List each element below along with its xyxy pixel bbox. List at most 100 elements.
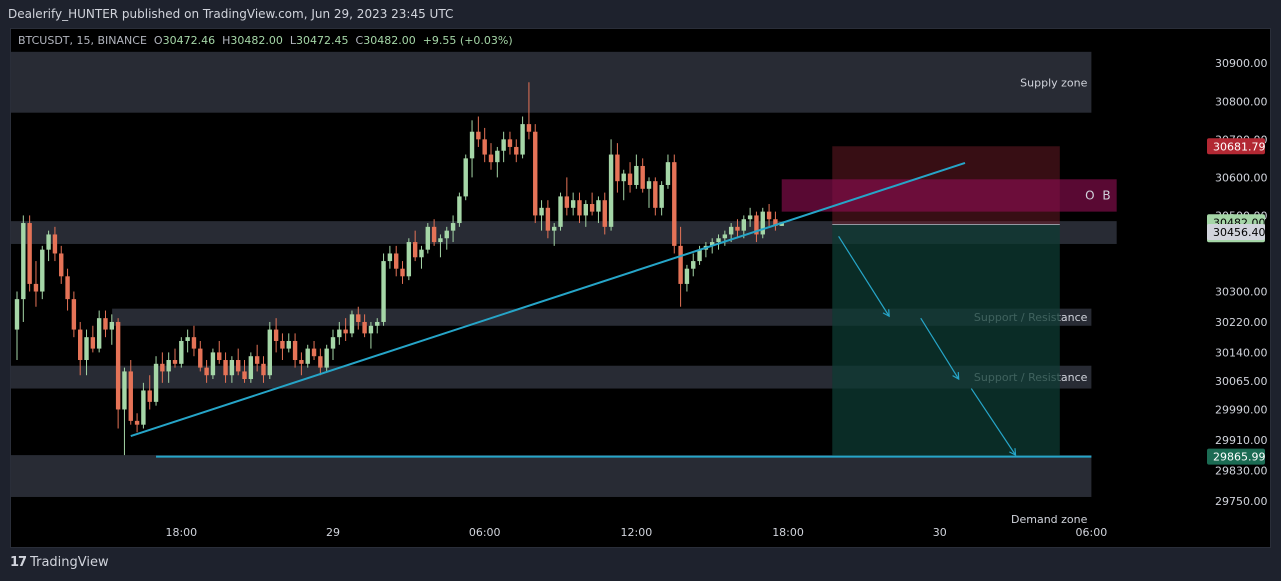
candle-body [735, 226, 740, 231]
candle-body [672, 162, 677, 246]
candle-body [229, 360, 235, 376]
candle-body [248, 356, 254, 380]
candle-body [160, 363, 165, 372]
publish-info: Dealerify_HUNTER published on TradingVie… [8, 7, 454, 21]
y-tick-label: 30300.00 [1215, 286, 1268, 299]
y-tick-label: 29830.00 [1215, 464, 1268, 477]
candle-body [779, 222, 784, 226]
candle-body [153, 363, 159, 402]
candle-body [760, 211, 765, 235]
candle-body [444, 230, 449, 239]
candle-body [267, 329, 272, 376]
y-tick-label: 29990.00 [1215, 403, 1268, 416]
low-label: L [289, 34, 297, 47]
candle-body [40, 249, 45, 292]
projection-arrow [970, 388, 1017, 456]
candle-body [564, 196, 570, 208]
candle-body [634, 165, 639, 185]
candle-body [337, 329, 342, 338]
candle-body [469, 131, 475, 159]
candle-body [78, 329, 83, 361]
candle-body [659, 184, 664, 208]
candle-body [514, 146, 519, 155]
candle-body [539, 207, 544, 216]
candle-body [394, 253, 399, 269]
trendline [130, 161, 966, 438]
candle-body [741, 219, 746, 231]
arrow-head [952, 372, 960, 381]
candle-body [684, 268, 690, 284]
x-tick-label: 18:00 [772, 526, 804, 539]
candle-body [570, 200, 576, 208]
candle-body [545, 207, 551, 231]
candle-body [773, 219, 778, 226]
candle-body [128, 371, 133, 421]
y-tick-label: 30800.00 [1215, 95, 1268, 108]
candle-body [134, 420, 140, 425]
tradingview-logo[interactable]: 17 TradingView [10, 555, 109, 570]
price-label-bg [1207, 224, 1265, 241]
candle-body [318, 356, 323, 368]
candle-body [14, 299, 20, 330]
candle-body [728, 226, 734, 235]
y-tick-label: 29910.00 [1215, 434, 1268, 447]
zone-rect [11, 365, 1092, 389]
publish-header: Dealerify_HUNTER published on TradingVie… [0, 0, 1281, 28]
candle-body [412, 242, 418, 258]
candle-body [217, 352, 222, 361]
order-block-label: O B [1085, 188, 1113, 202]
candle-body [46, 234, 51, 250]
candle-body [84, 337, 89, 361]
candle-body [280, 340, 285, 349]
candle-body [204, 367, 209, 376]
candle-body [621, 173, 626, 182]
candle-body [526, 124, 532, 132]
candle-body [602, 200, 607, 227]
candle-body [495, 150, 500, 163]
close-label: C [355, 34, 364, 47]
candle-body [488, 154, 494, 163]
candle-body [185, 337, 190, 341]
candle-body [122, 371, 127, 410]
open-value: 30472.46 [162, 34, 216, 47]
candle-body [96, 318, 102, 349]
candle-body [387, 253, 393, 262]
y-tick-label: 29750.00 [1215, 495, 1268, 508]
candle-body [482, 139, 487, 155]
candle-body [716, 238, 721, 243]
candle-body [640, 165, 645, 189]
candle-body [71, 299, 77, 330]
price-label: 30456.40 [1213, 226, 1266, 239]
candle-body [103, 318, 108, 330]
candle-body [520, 124, 525, 155]
candle-body [179, 340, 184, 364]
candle-body [406, 242, 412, 277]
candle-body [431, 226, 437, 243]
change-value: +9.55 (+0.03%) [422, 34, 513, 47]
candle-body [507, 139, 513, 147]
candle-body [691, 261, 696, 269]
candle-body [438, 238, 443, 243]
candle-body [710, 242, 715, 246]
candle-body [305, 348, 310, 364]
candle-body [722, 234, 728, 239]
candle-body [457, 196, 462, 224]
candle-body [646, 181, 652, 189]
candle-body [349, 314, 355, 334]
price-label-bg [1207, 138, 1265, 155]
zone-label: Supply zone [1020, 76, 1087, 89]
x-tick-label: 12:00 [621, 526, 653, 539]
order-block-rect [781, 179, 1117, 212]
candle-body [52, 234, 58, 254]
candle-body [425, 226, 430, 250]
candle-body [90, 337, 96, 349]
candle-body [558, 196, 563, 227]
candle-body [21, 223, 26, 300]
zone-rect [11, 455, 1092, 497]
candle-body [419, 249, 424, 258]
candle-body [242, 371, 247, 380]
candle-body [172, 360, 178, 364]
candle-body [311, 348, 317, 357]
candle-body [476, 131, 481, 140]
